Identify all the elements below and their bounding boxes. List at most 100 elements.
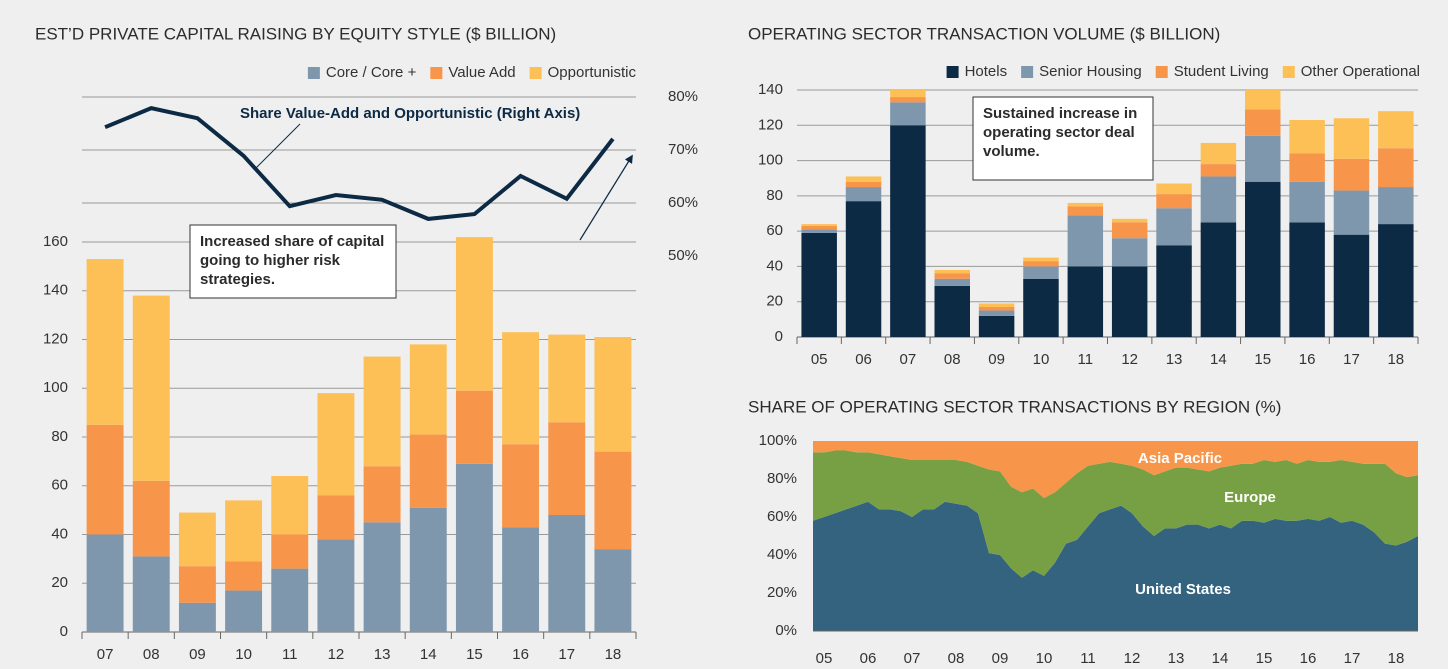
x-tick-label: 13 [1168, 650, 1185, 667]
x-tick-label: 18 [1387, 351, 1404, 368]
bar-segment [594, 337, 632, 452]
x-tick-label: 06 [860, 650, 877, 667]
x-tick-label: 15 [1254, 351, 1271, 368]
legend-label: Core / Core + [326, 64, 417, 81]
bar-segment [132, 480, 170, 557]
bar-segment [594, 451, 632, 550]
bar-segment [455, 237, 493, 391]
bar-segment [1067, 202, 1104, 207]
y-tick-label: 120 [43, 330, 68, 347]
line-label: Share Value-Add and Opportunistic (Right… [240, 105, 580, 122]
legend: Hotels Senior Housing Student Living Other … [946, 63, 1420, 80]
legend-swatch [529, 67, 542, 79]
y2-tick-label: 50% [668, 247, 698, 264]
bar-segment [1289, 222, 1325, 337]
x-tick-label: 11 [1078, 351, 1094, 368]
y-tick-label: 20 [51, 574, 68, 591]
area-series [813, 501, 1418, 631]
bar-segment [86, 259, 124, 425]
x-tick-label: 17 [1343, 351, 1360, 368]
legend-swatch [307, 67, 320, 79]
x-tick-label: 08 [944, 351, 961, 368]
bar-segment [845, 187, 882, 202]
legend-label: Value Add [448, 64, 515, 81]
callout-text: Increased share of capital going to high… [200, 233, 385, 289]
chart-title: EST’D PRIVATE CAPITAL RAISING BY EQUITY … [35, 24, 556, 43]
line-series [104, 106, 615, 221]
bar-segment [1245, 181, 1281, 337]
legend-swatch [1021, 66, 1034, 78]
bar-segment [801, 224, 837, 226]
callout-text: Sustained increase in operating sector d… [983, 105, 1138, 161]
bar-segment [317, 393, 355, 496]
bar-segment [934, 273, 970, 279]
y-tick-label: 40% [767, 546, 797, 563]
x-tick-label: 13 [374, 646, 391, 663]
bar-segment [978, 310, 1015, 316]
y-tick-label: 40 [51, 525, 68, 542]
bar-segment [271, 568, 309, 632]
y-tick-label: 100% [759, 432, 797, 449]
bar-segment [132, 295, 170, 481]
bar-segment [890, 125, 926, 338]
x-tick-label: 10 [1033, 351, 1050, 368]
x-tick-label: 12 [328, 646, 345, 663]
bar-segment [1156, 194, 1192, 209]
x-tick-label: 15 [466, 646, 483, 663]
bar-segment [594, 549, 632, 632]
x-tick-label: 09 [992, 650, 1009, 667]
legend-label: Opportunistic [548, 64, 637, 81]
y-tick-label: 60 [51, 477, 68, 494]
x-tick-label: 10 [1036, 650, 1053, 667]
x-tick-label: 16 [1299, 351, 1316, 368]
bar-segment [225, 500, 263, 562]
y-tick-label: 60% [767, 508, 797, 525]
bar-segment [890, 90, 926, 98]
bar-segment [934, 269, 970, 274]
x-tick-label: 06 [855, 351, 872, 368]
y2-tick-label: 80% [668, 88, 698, 105]
bar-segment [502, 444, 540, 528]
bar-segment [845, 181, 882, 188]
bar-segment [934, 278, 970, 286]
bar-segment [317, 539, 355, 632]
y-tick-label: 20 [766, 293, 783, 310]
bar-segment [225, 561, 263, 591]
x-tick-label: 18 [605, 646, 622, 663]
callout-box [972, 96, 1154, 181]
legend-label: Other Operational [1301, 63, 1420, 80]
bar-segment [801, 229, 837, 233]
bar-segment [455, 463, 493, 632]
bar-segment [1245, 90, 1281, 110]
callout: Increased share of capital going to high… [200, 233, 385, 289]
bar-segment [1378, 224, 1414, 337]
bar-segment [1067, 266, 1104, 337]
x-tick-label: 08 [948, 650, 965, 667]
bar-segment [934, 285, 970, 337]
bar-segment [801, 232, 837, 337]
bar-segment [1023, 278, 1059, 337]
bar-segment [1333, 190, 1370, 235]
bar-segment [845, 176, 882, 182]
leader-line [255, 123, 301, 169]
bar-segment [1378, 187, 1414, 225]
legend-label: Senior Housing [1039, 63, 1142, 80]
bar-segment [178, 566, 216, 603]
bar-segment [271, 534, 309, 569]
x-tick-label: 12 [1124, 650, 1141, 667]
bar-segment [978, 307, 1015, 311]
x-tick-label: 17 [558, 646, 575, 663]
y-tick-label: 80% [767, 470, 797, 487]
y-tick-label: 60 [766, 222, 783, 239]
legend-swatch [946, 66, 959, 78]
bar-segment [502, 527, 540, 632]
bar-segment [1378, 148, 1414, 188]
x-tick-label: 18 [1388, 650, 1405, 667]
chart-title: OPERATING SECTOR TRANSACTION VOLUME ($ B… [748, 24, 1220, 43]
x-tick-label: 11 [282, 646, 298, 663]
y-tick-label: 0% [775, 622, 797, 639]
bar-segment [1111, 218, 1148, 223]
chart-title: SHARE OF OPERATING SECTOR TRANSACTIONS B… [748, 397, 1281, 416]
bar-segment [178, 602, 216, 632]
